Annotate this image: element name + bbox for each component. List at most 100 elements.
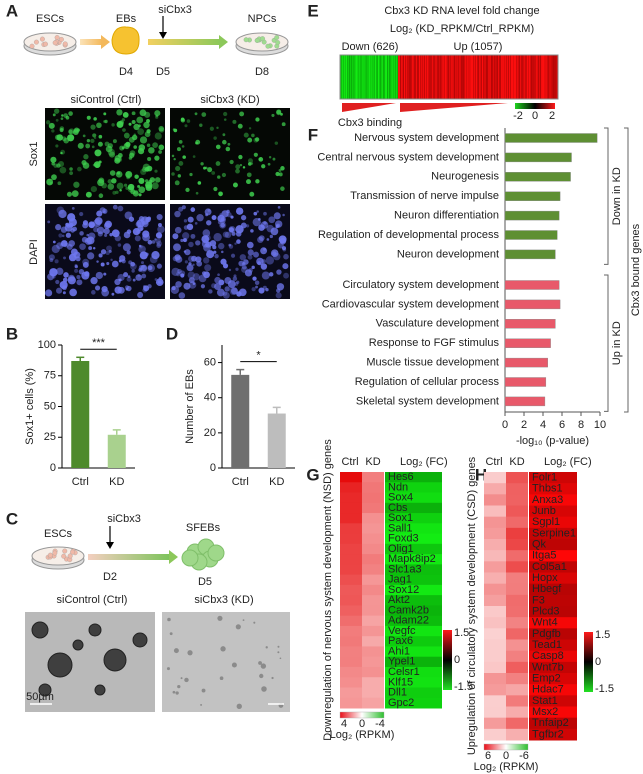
heatmap-stripe [349, 55, 351, 99]
heatmap-stripe [438, 55, 440, 99]
nucleus [148, 147, 155, 154]
debris [242, 619, 245, 622]
nucleus [93, 219, 102, 228]
nucleus [258, 157, 264, 162]
nucleus [247, 137, 253, 143]
nucleus [60, 226, 68, 233]
step-label: EBs [116, 13, 137, 25]
nucleus [50, 156, 57, 163]
nucleus [121, 118, 125, 122]
colorbar-label: 1.5 [595, 629, 610, 641]
nucleus [56, 287, 63, 294]
heatmap-stripe [549, 55, 551, 99]
nucleus [155, 232, 163, 239]
nucleus [85, 191, 92, 198]
nucleus [230, 253, 236, 258]
nucleus [125, 141, 131, 148]
nucleus [108, 151, 116, 158]
heatmap-cell [362, 502, 384, 514]
panel-label: C [6, 509, 18, 528]
nucleus [282, 263, 289, 270]
step-label: NPCs [248, 13, 277, 25]
x-tick-label: 8 [578, 419, 584, 431]
nucleus [229, 159, 234, 165]
heatmap-cell [340, 677, 362, 688]
heatmap-stripe [417, 55, 419, 99]
heatmap-cell [362, 666, 384, 678]
nucleus [105, 250, 110, 256]
nucleus [116, 109, 123, 116]
nucleus [192, 155, 196, 158]
x-tick-label: Ctrl [232, 476, 249, 488]
heatmap-cell [362, 472, 384, 483]
bar [267, 413, 286, 468]
treatment-label: siCbx3 [107, 513, 141, 525]
heatmap-stripe [452, 55, 454, 99]
heatmap-stripe [389, 55, 391, 99]
nucleus [154, 177, 161, 183]
heatmap-stripe [527, 55, 529, 99]
nucleus [216, 288, 225, 297]
heatmap-stripe [431, 55, 433, 99]
nucleus [188, 281, 197, 289]
colorbar [483, 743, 529, 751]
heatmap-stripe [530, 55, 532, 99]
nucleus [228, 268, 232, 272]
nucleus [138, 264, 144, 271]
nucleus [219, 213, 223, 216]
nucleus [81, 236, 88, 243]
nucleus [220, 216, 226, 222]
day-label: D5 [198, 576, 212, 588]
heatmap-cell [506, 550, 528, 562]
nucleus [197, 181, 202, 185]
nucleus [104, 233, 108, 237]
heatmap-cell [484, 639, 506, 652]
nucleus [51, 174, 57, 181]
nucleus [60, 151, 63, 155]
nucleus [59, 280, 68, 290]
colorbar [584, 632, 593, 692]
heatmap-stripe [513, 55, 515, 99]
nucleus [181, 145, 185, 148]
colorbar-label: 4 [341, 718, 347, 730]
heatmap-stripe [525, 55, 527, 99]
nucleus [86, 236, 95, 245]
heatmap-cell [506, 505, 528, 518]
category-label: Regulation of developmental process [318, 229, 500, 241]
nucleus [201, 271, 207, 276]
nucleus [174, 210, 181, 218]
nucleus [274, 141, 279, 145]
nucleus [222, 291, 228, 296]
nucleus [82, 134, 86, 138]
nucleus [207, 167, 213, 173]
cell [29, 43, 35, 49]
category-label: Nervous system development [354, 132, 499, 144]
heatmap-cell [340, 533, 362, 545]
nucleus [235, 168, 240, 174]
nucleus [225, 146, 231, 152]
nucleus [196, 214, 204, 222]
nucleus [176, 147, 181, 152]
nucleus [138, 245, 146, 254]
heatmap-cell [484, 561, 506, 573]
nucleus [217, 175, 221, 179]
cell [62, 41, 68, 47]
heatmap-stripe [414, 55, 416, 99]
heatmap-cell [484, 505, 506, 518]
nucleus [266, 224, 274, 233]
nucleus [136, 116, 144, 124]
nucleus [90, 138, 95, 144]
nucleus [138, 177, 145, 184]
heatmap-stripe [524, 55, 526, 99]
heatmap-stripe [521, 55, 523, 99]
condition-label: siCbx3 (KD) [194, 594, 253, 606]
heatmap-stripe [427, 55, 429, 99]
nucleus [190, 207, 196, 212]
nucleus [246, 172, 252, 178]
heatmap-stripe [510, 55, 512, 99]
nucleus [127, 183, 135, 191]
nucleus [245, 224, 250, 228]
condition-label: siCbx3 (KD) [200, 94, 259, 106]
legend-entry: Up in KD [611, 321, 623, 365]
heatmap-cell [385, 584, 442, 596]
